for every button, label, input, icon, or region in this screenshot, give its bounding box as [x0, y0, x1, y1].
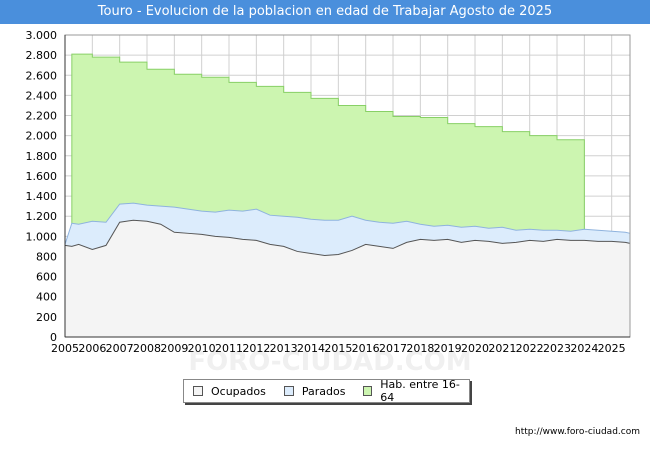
- legend-swatch-ocupados: [193, 386, 203, 396]
- x-tick-label: 2018: [406, 342, 434, 355]
- chart-area: FORO-CIUDAD.COM 0 200 400 600 800 1.000 1.200 1…: [26, 29, 631, 377]
- x-tick-label: 2005: [51, 342, 79, 355]
- series-area-ocupados: [65, 220, 630, 337]
- y-tick-label: 1.400: [26, 190, 58, 203]
- x-tick-label: 2007: [106, 342, 134, 355]
- y-tick-label: 1.600: [26, 170, 58, 183]
- x-tick-label: 2023: [543, 342, 571, 355]
- y-tick-label: 2.200: [26, 110, 58, 123]
- x-tick-label: 2022: [516, 342, 544, 355]
- watermark: FORO-CIUDAD.COM: [188, 347, 471, 377]
- y-tick-label: 0: [50, 331, 57, 344]
- y-tick-label: 200: [36, 311, 57, 324]
- x-tick-label: 2014: [297, 342, 325, 355]
- y-tick-label: 1.000: [26, 230, 58, 243]
- x-tick-label: 2021: [488, 342, 516, 355]
- y-tick-label: 1.800: [26, 150, 58, 163]
- x-tick-label: 2025: [598, 342, 626, 355]
- legend-item-parados: Parados: [283, 384, 346, 398]
- series-line-ocupados: [64, 219, 631, 256]
- chart-title: Touro - Evolucion de la poblacion en eda…: [0, 0, 650, 24]
- y-tick-label: 2.600: [26, 69, 58, 82]
- x-tick-label: 2006: [78, 342, 106, 355]
- x-tick-label: 2024: [570, 342, 598, 355]
- x-tick-label: 2013: [270, 342, 298, 355]
- x-tick-label: 2008: [133, 342, 161, 355]
- legend: Ocupados Parados Hab. entre 16-64: [183, 378, 470, 404]
- x-tick-label: 2009: [160, 342, 188, 355]
- x-tick-label: 2015: [324, 342, 352, 355]
- y-tick-label: 800: [36, 250, 57, 263]
- y-tick-label: 2.800: [26, 49, 58, 62]
- x-tick-label: 2012: [242, 342, 270, 355]
- x-tick-label: 2019: [434, 342, 462, 355]
- y-tick-label: 600: [36, 271, 57, 284]
- x-tick-label: 2016: [352, 342, 380, 355]
- x-tick-label: 2010: [188, 342, 216, 355]
- y-tick-label: 2.400: [26, 89, 58, 102]
- legend-item-hab: Hab. entre 16-64: [363, 378, 460, 404]
- legend-label-ocupados: Ocupados: [211, 384, 266, 398]
- legend-swatch-hab: [363, 386, 373, 396]
- legend-swatch-parados: [283, 386, 294, 396]
- legend-item-ocupados: Ocupados: [193, 385, 266, 398]
- x-tick-label: 2020: [461, 342, 489, 355]
- source-link[interactable]: http://www.foro-ciudad.com: [515, 427, 640, 437]
- y-tick-label: 3.000: [26, 29, 58, 42]
- x-tick-label: 2011: [215, 342, 243, 355]
- x-tick-label: 2017: [379, 342, 407, 355]
- y-tick-label: 400: [36, 291, 57, 304]
- legend-label-hab: Hab. entre 16-64: [380, 378, 460, 404]
- y-tick-label: 1.200: [26, 210, 58, 223]
- y-tick-label: 2.000: [26, 130, 58, 143]
- series-line-hab: [65, 53, 585, 246]
- legend-label-parados: Parados: [301, 384, 346, 398]
- series-line-parados: [64, 202, 631, 245]
